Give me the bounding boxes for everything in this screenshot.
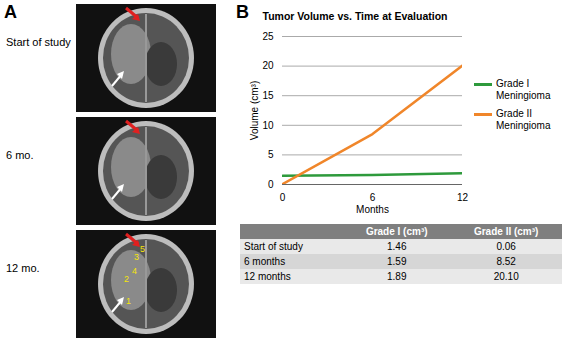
svg-text:5: 5 [268, 149, 274, 160]
svg-text:Volume (cm³): Volume (cm³) [249, 81, 260, 140]
html-text:1.89: 1.89 [387, 271, 407, 282]
html-text:0.06: 0.06 [496, 241, 516, 252]
svg-text:25: 25 [262, 31, 274, 42]
html-text:Grade I Meningioma: Grade I Meningioma [496, 78, 551, 101]
html-text:12 mo.: 12 mo. [6, 262, 40, 274]
html-text:Start of study: Start of study [6, 36, 71, 48]
svg-text:0: 0 [268, 179, 274, 190]
svg-text:20: 20 [262, 60, 274, 71]
html-text:Grade II (cm³): Grade II (cm³) [474, 226, 539, 237]
svg-text:15: 15 [262, 90, 274, 101]
html-text:Grade I (cm³): Grade I (cm³) [365, 226, 428, 237]
svg-text:4: 4 [132, 266, 137, 276]
svg-text:Months: Months [356, 204, 389, 215]
svg-text:10: 10 [262, 120, 274, 131]
html-text:Tumor Volume vs. Time at Evalu: Tumor Volume vs. Time at Evaluation [262, 10, 448, 22]
html-text:1.59: 1.59 [387, 256, 407, 267]
html-text:1.46: 1.46 [387, 241, 407, 252]
html-text:6 mo.: 6 mo. [6, 149, 34, 161]
svg-text:1: 1 [126, 296, 131, 306]
html-text:12 months: 12 months [244, 271, 291, 282]
svg-text:2: 2 [124, 274, 129, 284]
svg-text:6: 6 [370, 192, 376, 203]
html-text:A: A [4, 2, 17, 22]
html-text:6 months: 6 months [244, 256, 286, 267]
html-text:B: B [236, 2, 249, 22]
svg-text:5: 5 [140, 244, 145, 254]
svg-text:3: 3 [134, 252, 139, 262]
html-text:Grade II Meningioma: Grade II Meningioma [496, 108, 551, 131]
svg-text:12: 12 [457, 192, 469, 203]
html-text:20.10: 20.10 [493, 271, 519, 282]
html-text:8.52: 8.52 [496, 256, 516, 267]
html-text:Start of study: Start of study [244, 241, 303, 252]
svg-text:0: 0 [280, 192, 286, 203]
